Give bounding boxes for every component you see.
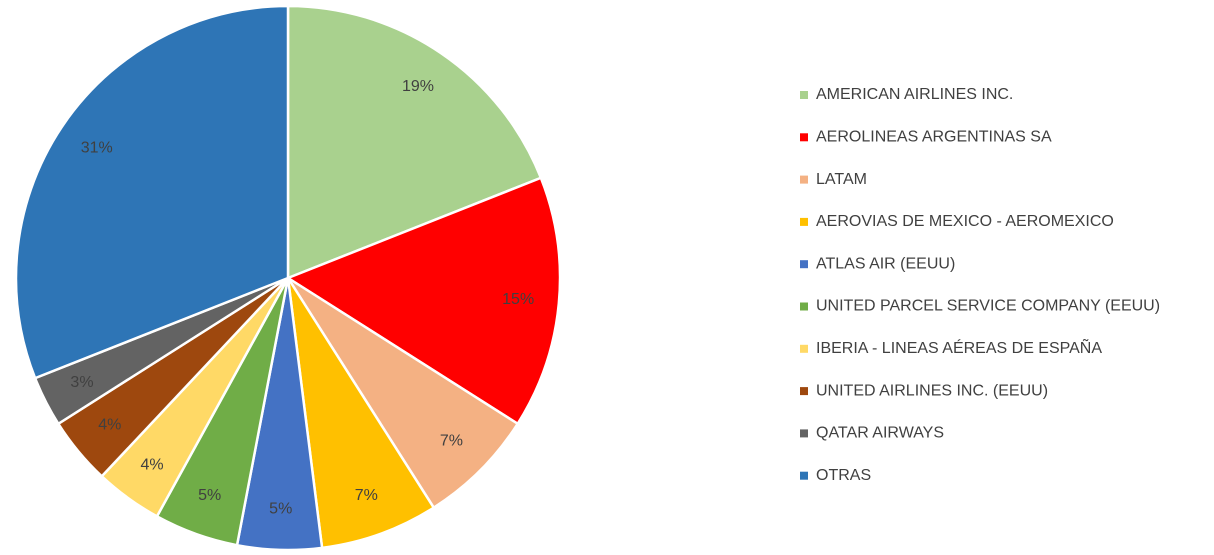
legend-marker <box>800 217 808 226</box>
legend-marker <box>800 302 808 311</box>
legend-marker <box>800 91 808 99</box>
pie-slice <box>286 277 436 550</box>
legend-label: IBERIA - LINEAS AÉREAS DE ESPAÑA <box>816 337 1102 357</box>
legend-label: QATAR AIRWAYS <box>816 425 944 442</box>
data-label: 15% <box>502 291 534 308</box>
data-label: 5% <box>269 500 292 517</box>
legend-label: ATLAS AIR (EEUU) <box>816 255 955 272</box>
data-label: 5% <box>198 487 221 504</box>
data-label: 4% <box>141 456 164 473</box>
legend-label: AEROVIAS DE MEXICO - AEROMEXICO <box>816 213 1114 230</box>
legend-marker <box>800 429 808 438</box>
legend-label: UNITED PARCEL SERVICE COMPANY (EEUU) <box>816 298 1160 315</box>
legend-marker <box>800 175 808 184</box>
legend-marker <box>800 133 808 142</box>
legend-marker <box>800 260 808 269</box>
data-label: 4% <box>98 417 121 434</box>
legend-label: AEROLINEAS ARGENTINAS SA <box>816 129 1052 146</box>
legend-marker <box>800 344 808 353</box>
data-label: 7% <box>355 487 378 504</box>
legend-marker <box>800 387 808 396</box>
legend-label: OTRAS <box>816 467 871 484</box>
pie-slice <box>286 276 520 510</box>
pie-slice <box>14 4 290 380</box>
legend-label: AMERICAN AIRLINES INC. <box>816 86 1013 103</box>
legend-label: LATAM <box>816 171 867 188</box>
pie-slice <box>286 4 543 280</box>
data-label: 3% <box>70 374 93 391</box>
data-label: 31% <box>81 139 113 156</box>
data-label: 7% <box>440 433 463 450</box>
legend-marker <box>800 471 808 480</box>
legend-label: UNITED AIRLINES INC. (EEUU) <box>816 382 1048 399</box>
data-label: 19% <box>402 78 434 95</box>
pie-slice <box>285 176 562 426</box>
